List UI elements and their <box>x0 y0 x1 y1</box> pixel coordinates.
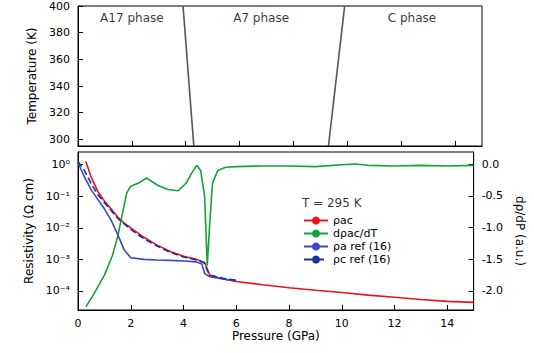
svg-text:ρac: ρac <box>333 214 353 227</box>
svg-text:ρc ref (16): ρc ref (16) <box>333 253 391 266</box>
svg-text:0.0: 0.0 <box>482 158 500 171</box>
svg-text:0: 0 <box>75 317 82 330</box>
svg-text:14: 14 <box>440 317 454 330</box>
svg-text:12: 12 <box>388 317 402 330</box>
svg-text:4: 4 <box>180 317 187 330</box>
svg-text:340: 340 <box>49 80 70 93</box>
svg-text:300: 300 <box>49 133 70 146</box>
svg-text:320: 320 <box>49 106 70 119</box>
svg-text:10⁻²: 10⁻² <box>46 221 70 234</box>
svg-text:10: 10 <box>335 317 349 330</box>
svg-text:8: 8 <box>286 317 293 330</box>
svg-text:-1.0: -1.0 <box>482 221 503 234</box>
svg-text:Resistivity (Ω cm): Resistivity (Ω cm) <box>22 178 36 284</box>
svg-text:dρac/dT: dρac/dT <box>333 227 377 240</box>
svg-text:A17 phase: A17 phase <box>100 11 164 25</box>
svg-text:Temperature (K): Temperature (K) <box>25 27 39 125</box>
svg-text:A7 phase: A7 phase <box>233 11 289 25</box>
svg-text:10⁻⁴: 10⁻⁴ <box>46 284 71 297</box>
svg-text:-2.0: -2.0 <box>482 284 503 297</box>
svg-text:dρ/dP (a.u.): dρ/dP (a.u.) <box>513 196 527 266</box>
svg-text:10⁰: 10⁰ <box>52 158 71 171</box>
svg-text:360: 360 <box>49 53 70 66</box>
svg-text:10⁻³: 10⁻³ <box>46 253 70 266</box>
svg-text:-0.5: -0.5 <box>482 189 503 202</box>
svg-text:6: 6 <box>233 317 240 330</box>
svg-text:-1.5: -1.5 <box>482 253 503 266</box>
svg-text:T = 295 K: T = 295 K <box>301 196 363 210</box>
svg-text:Pressure (GPa): Pressure (GPa) <box>232 329 320 343</box>
svg-text:C phase: C phase <box>388 11 436 25</box>
svg-text:2: 2 <box>127 317 134 330</box>
svg-text:380: 380 <box>49 26 70 39</box>
svg-text:400: 400 <box>49 0 70 13</box>
svg-text:ρa ref (16): ρa ref (16) <box>333 240 391 253</box>
svg-text:10⁻¹: 10⁻¹ <box>46 190 70 203</box>
